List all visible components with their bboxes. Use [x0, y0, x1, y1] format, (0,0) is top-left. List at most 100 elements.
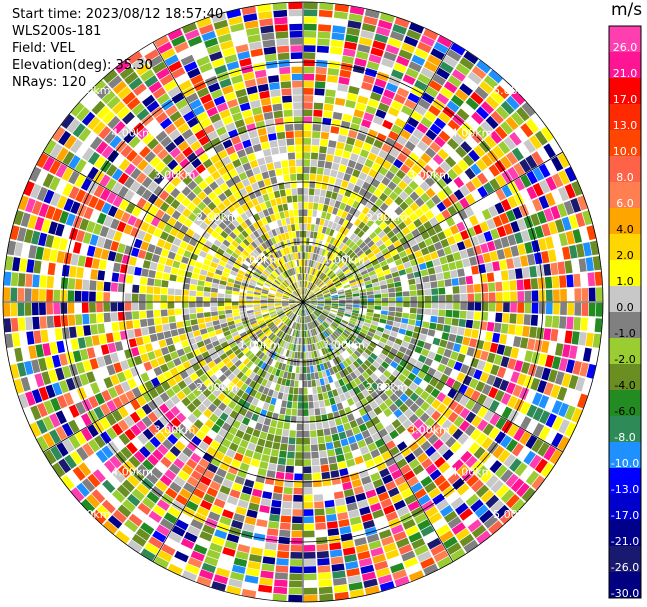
velocity-gate — [25, 273, 33, 287]
velocity-gate — [297, 274, 300, 281]
velocity-gate — [316, 262, 321, 270]
velocity-gate — [345, 304, 353, 307]
velocity-gate — [346, 273, 354, 279]
velocity-gate — [312, 472, 322, 480]
velocity-gate — [289, 302, 296, 304]
velocity-gate — [385, 170, 395, 181]
velocity-gate — [176, 412, 187, 423]
velocity-gate — [143, 361, 153, 372]
velocity-gate — [205, 369, 214, 378]
velocity-gate — [94, 199, 106, 212]
velocity-gate — [289, 30, 303, 38]
velocity-gate — [393, 276, 401, 283]
velocity-gate — [67, 314, 76, 326]
velocity-gate — [167, 217, 177, 227]
velocity-gate — [408, 61, 423, 73]
velocity-gate — [290, 253, 294, 261]
velocity-gate — [127, 215, 137, 226]
velocity-gate — [353, 227, 361, 235]
velocity-gate — [370, 222, 379, 231]
velocity-gate — [560, 289, 567, 302]
velocity-gate — [235, 44, 249, 54]
velocity-gate — [233, 315, 241, 321]
velocity-gate — [550, 328, 559, 342]
velocity-gate — [392, 24, 407, 35]
velocity-gate — [308, 282, 312, 289]
velocity-gate — [551, 173, 564, 188]
velocity-gate — [203, 297, 210, 302]
velocity-gate — [339, 252, 346, 260]
velocity-gate — [394, 196, 404, 206]
velocity-gate — [420, 203, 430, 214]
velocity-gate — [181, 464, 194, 476]
velocity-gate — [298, 216, 303, 224]
velocity-gate — [262, 39, 276, 48]
velocity-gate — [299, 230, 303, 238]
velocity-gate — [292, 516, 303, 524]
velocity-gate — [281, 302, 289, 305]
velocity-gate — [280, 324, 286, 331]
velocity-gate — [60, 302, 68, 314]
velocity-gate — [321, 265, 327, 272]
velocity-gate — [288, 159, 296, 167]
velocity-gate — [224, 540, 238, 550]
velocity-gate — [216, 71, 230, 82]
velocity-gate — [240, 212, 249, 221]
velocity-gate — [246, 235, 254, 244]
velocity-gate — [295, 152, 303, 159]
velocity-gate — [342, 48, 356, 57]
velocity-gate — [20, 376, 31, 392]
velocity-gate — [312, 268, 316, 275]
velocity-gate — [291, 306, 297, 311]
velocity-gate — [157, 41, 173, 54]
velocity-gate — [115, 530, 130, 544]
velocity-gate — [193, 174, 204, 185]
velocity-gate — [96, 356, 106, 368]
velocity-gate — [152, 143, 164, 155]
velocity-gate — [309, 408, 315, 416]
velocity-gate — [28, 345, 37, 359]
velocity-gate — [202, 435, 213, 446]
velocity-gate — [473, 245, 482, 256]
velocity-gate — [167, 28, 183, 41]
velocity-gate — [195, 354, 204, 363]
velocity-gate — [238, 328, 246, 335]
velocity-gate — [427, 244, 436, 253]
velocity-gate — [164, 123, 177, 135]
velocity-gate — [309, 358, 313, 366]
velocity-gate — [508, 324, 516, 335]
velocity-gate — [260, 234, 267, 242]
velocity-gate — [389, 211, 399, 221]
velocity-gate — [289, 302, 296, 305]
velocity-gate — [17, 362, 27, 377]
velocity-gate — [294, 260, 298, 267]
velocity-gate — [434, 265, 443, 274]
velocity-gate — [367, 298, 375, 302]
velocity-gate — [248, 41, 262, 50]
velocity-gate — [95, 141, 108, 155]
velocity-gate — [155, 209, 165, 220]
velocity-gate — [297, 402, 303, 409]
velocity-gate — [196, 296, 203, 302]
velocity-gate — [312, 387, 318, 394]
velocity-gate — [545, 289, 553, 302]
velocity-gate — [99, 417, 111, 430]
velocity-gate — [183, 110, 196, 122]
velocity-gate — [39, 289, 46, 302]
velocity-gate — [211, 287, 218, 293]
velocity-gate — [251, 198, 259, 207]
velocity-gate — [434, 136, 446, 148]
velocity-gate — [273, 327, 279, 334]
velocity-gate — [303, 230, 307, 238]
velocity-gate — [211, 423, 221, 434]
velocity-gate — [250, 251, 258, 259]
velocity-gate — [221, 172, 231, 182]
velocity-gate — [369, 194, 379, 204]
velocity-gate — [276, 309, 284, 314]
velocity-gate — [319, 593, 334, 602]
velocity-gate — [551, 156, 564, 172]
velocity-gate — [173, 458, 185, 469]
velocity-gate — [261, 325, 268, 332]
velocity-gate — [197, 191, 207, 201]
velocity-gate — [579, 227, 589, 242]
